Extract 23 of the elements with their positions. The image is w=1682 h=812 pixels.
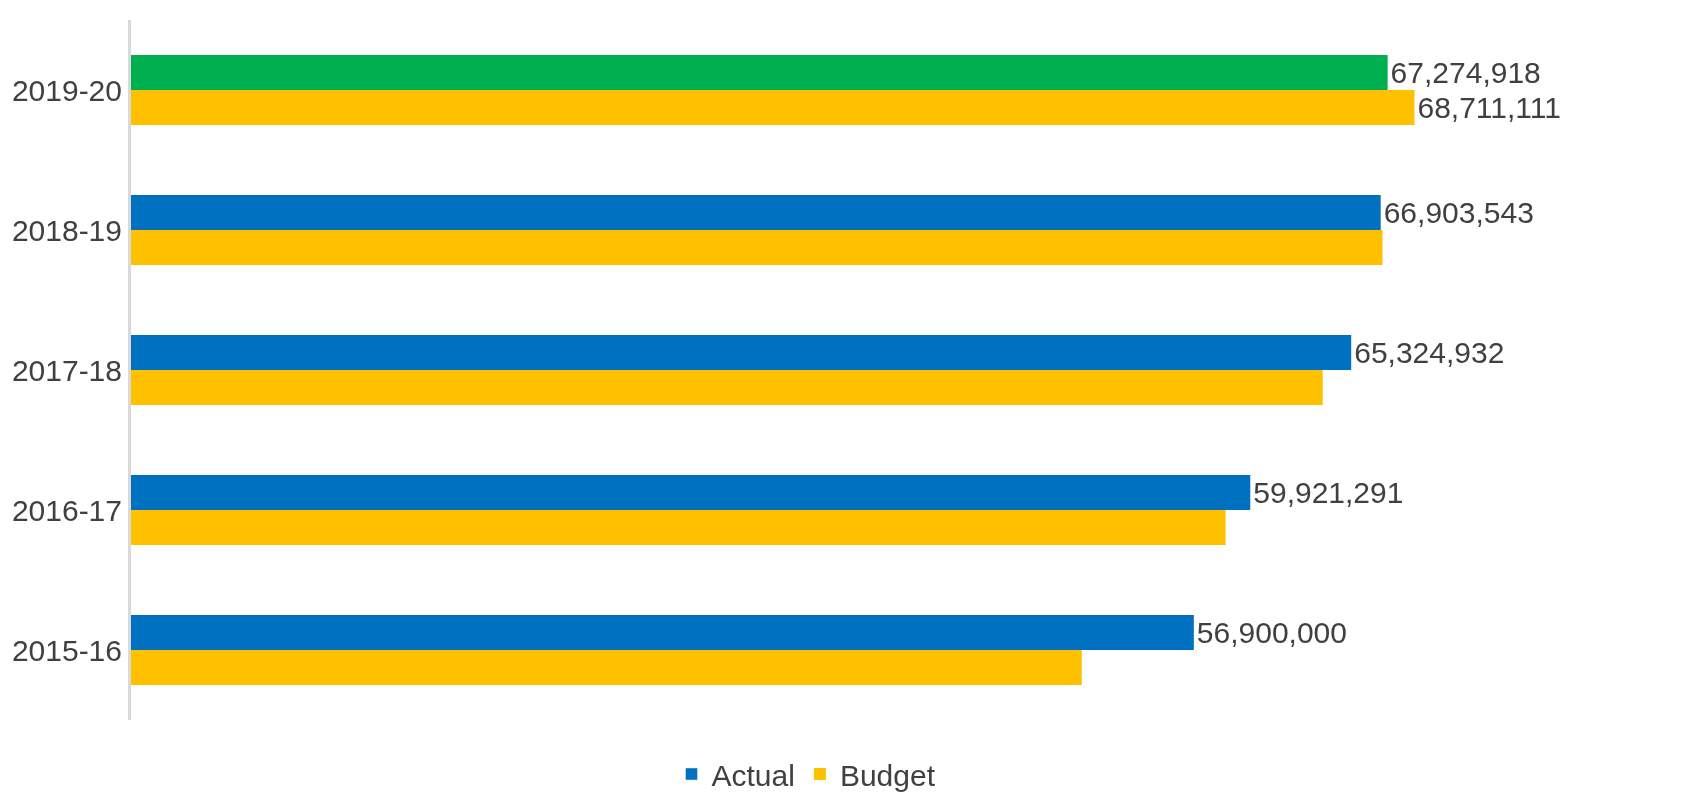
y-tick-label: 2019-20	[11, 73, 122, 107]
bar	[131, 650, 1082, 685]
bar	[131, 615, 1194, 650]
bar	[131, 230, 1383, 265]
data-label: 67,274,918	[1390, 56, 1541, 89]
bar	[131, 335, 1352, 370]
data-label: 65,324,932	[1354, 336, 1505, 369]
bar	[131, 90, 1415, 125]
y-tick-label: 2017-18	[11, 353, 122, 387]
legend-label: Actual	[711, 758, 795, 792]
bar	[131, 475, 1251, 510]
bar	[131, 370, 1323, 405]
data-label: 66,903,543	[1383, 196, 1534, 229]
y-tick-label: 2015-16	[11, 633, 122, 667]
data-label: 68,711,111	[1417, 91, 1561, 124]
y-tick-label: 2016-17	[11, 493, 122, 527]
data-label: 56,900,000	[1196, 616, 1347, 649]
bar	[131, 510, 1226, 545]
data-label: 59,921,291	[1253, 476, 1404, 509]
legend-label: Budget	[839, 758, 936, 792]
y-tick-label: 2018-19	[11, 213, 122, 247]
bar	[131, 195, 1381, 230]
bar	[131, 55, 1388, 90]
